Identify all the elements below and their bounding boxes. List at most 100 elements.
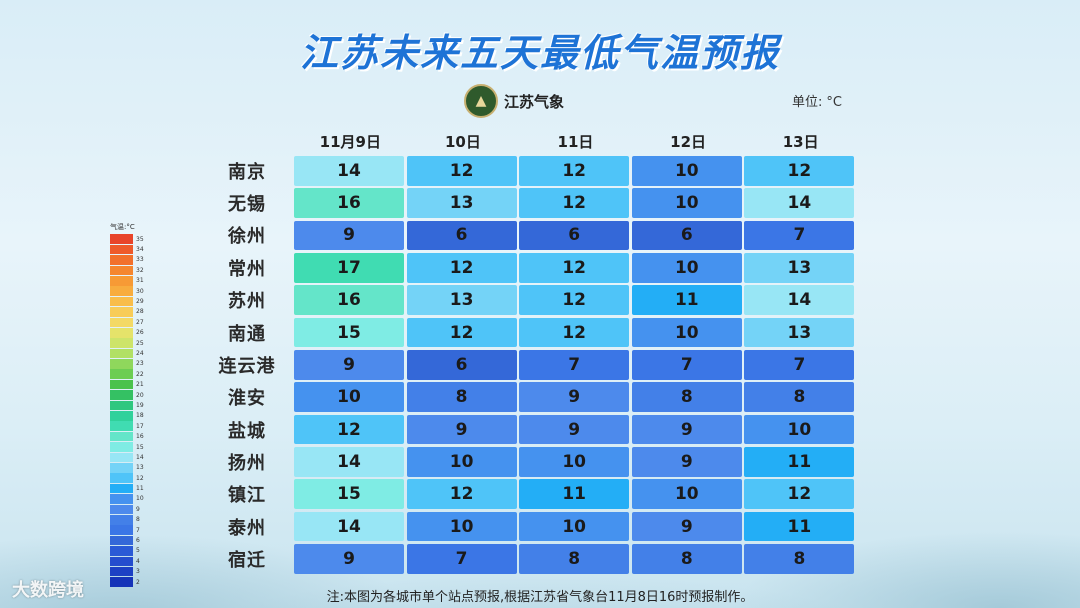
legend-item: 6 — [110, 535, 144, 546]
legend-swatch — [110, 411, 133, 421]
city-name: 常州 — [228, 258, 266, 280]
legend-swatch — [110, 307, 133, 317]
temperature-cell: 11 — [744, 447, 855, 477]
legend-swatch — [110, 442, 133, 452]
temperature-cell: 7 — [631, 350, 742, 380]
temperature-cell: 12 — [519, 285, 630, 315]
legend-label: 3 — [136, 568, 140, 576]
legend-label: 5 — [136, 547, 140, 555]
unit-caption: 单位: — [792, 95, 823, 110]
legend-label: 10 — [136, 495, 144, 503]
temperature-cell: 12 — [519, 188, 630, 218]
temperature-cell: 10 — [631, 479, 742, 510]
legend-swatch — [110, 327, 133, 338]
city-name: 扬州 — [228, 452, 266, 474]
legend-label: 4 — [136, 557, 140, 565]
legend-swatch — [110, 265, 133, 276]
table-row: 南通 15 12 12 10 13 — [200, 317, 857, 348]
legend-item: 2 — [110, 577, 144, 587]
legend-item: 21 — [110, 379, 144, 390]
temperature-cell: 10 — [631, 188, 742, 218]
table-row: 镇江 15 12 11 10 12 — [200, 479, 857, 510]
legend-item: 32 — [110, 265, 144, 276]
table-row: 连云港 9 6 7 7 7 — [200, 350, 857, 380]
temperature-cell: 6 — [631, 220, 742, 251]
legend-label: 19 — [136, 401, 144, 409]
legend-item: 19 — [110, 400, 144, 411]
legend-item: 8 — [110, 514, 144, 525]
temperature-cell: 15 — [294, 317, 404, 348]
legend-item: 3 — [110, 566, 144, 577]
legend-swatch — [110, 546, 133, 556]
temperature-cell: 11 — [519, 479, 630, 510]
legend-swatch — [110, 359, 133, 369]
legend-item: 31 — [110, 275, 144, 286]
temperature-cell: 12 — [406, 156, 517, 186]
legend-item: 22 — [110, 369, 144, 380]
legend-label: 2 — [136, 578, 140, 586]
temperature-cell: 10 — [519, 511, 630, 542]
temperature-cell: 11 — [631, 285, 742, 315]
legend-item: 33 — [110, 255, 144, 265]
temperature-cell: 13 — [744, 253, 855, 283]
temperature-cell: 9 — [631, 511, 742, 542]
legend-label: 21 — [136, 381, 144, 389]
color-legend: 气温:°C 35 34 33 32 31 30 29 28 27 26 25 24 23 22 21 20 19… — [110, 222, 144, 587]
forecast-table: 南京 14 12 12 10 12 无锡 16 13 12 10 14 徐州 9 6 6 6 7 常州 17 12 12 1… — [200, 156, 857, 576]
temperature-cell: 13 — [406, 285, 517, 315]
temperature-cell: 14 — [294, 511, 404, 542]
legend-label: 7 — [136, 526, 140, 534]
temperature-cell: 9 — [294, 220, 404, 251]
legend-item: 17 — [110, 421, 144, 432]
table-row: 常州 17 12 12 10 13 — [200, 253, 857, 283]
legend-swatch — [110, 566, 133, 577]
legend-label: 28 — [136, 308, 144, 316]
temperature-cell: 6 — [406, 350, 517, 380]
legend-item: 34 — [110, 244, 144, 255]
date-header: 11月9日 10日 11日 12日 13日 — [294, 131, 857, 152]
temperature-cell: 10 — [631, 253, 742, 283]
legend-label: 16 — [136, 433, 144, 441]
legend-item: 16 — [110, 431, 144, 442]
table-row: 淮安 10 8 9 8 8 — [200, 382, 857, 412]
city-name: 苏州 — [228, 291, 266, 313]
temperature-cell: 12 — [406, 253, 517, 283]
legend-swatch — [110, 255, 133, 265]
legend-swatch — [110, 234, 133, 244]
temperature-cell: 9 — [519, 382, 630, 412]
legend-item: 18 — [110, 411, 144, 421]
temperature-cell: 11 — [744, 511, 855, 542]
city-name: 镇江 — [228, 485, 266, 507]
table-row: 泰州 14 10 10 9 11 — [200, 511, 857, 542]
table-row: 宿迁 9 7 8 8 8 — [200, 544, 857, 574]
city-name: 盐城 — [228, 420, 266, 442]
legend-item: 30 — [110, 286, 144, 296]
temperature-cell: 12 — [744, 479, 855, 510]
temperature-cell: 8 — [519, 544, 630, 574]
temperature-cell: 9 — [631, 414, 742, 445]
table-row: 徐州 9 6 6 6 7 — [200, 220, 857, 251]
legend-item: 29 — [110, 296, 144, 307]
table-row: 南京 14 12 12 10 12 — [200, 156, 857, 186]
legend-swatch — [110, 504, 133, 515]
legend-swatch — [110, 369, 133, 380]
legend-swatch — [110, 390, 133, 400]
date-column-header: 10日 — [444, 133, 481, 151]
legend-item: 12 — [110, 473, 144, 483]
city-name: 连云港 — [218, 355, 276, 377]
temperature-cell: 10 — [406, 511, 517, 542]
temperature-cell: 6 — [406, 220, 517, 251]
legend-swatch — [110, 379, 133, 390]
legend-item: 14 — [110, 452, 144, 463]
temperature-cell: 12 — [406, 317, 517, 348]
legend-item: 4 — [110, 556, 144, 567]
temperature-cell: 8 — [744, 544, 855, 574]
legend-swatch — [110, 483, 133, 494]
legend-label: 29 — [136, 298, 144, 306]
legend-label: 34 — [136, 246, 144, 254]
page-title: 江苏未来五天最低气温预报 — [299, 31, 780, 75]
temperature-cell: 7 — [744, 350, 855, 380]
legend-item: 35 — [110, 234, 144, 244]
temperature-cell: 14 — [294, 156, 404, 186]
temperature-cell: 12 — [519, 317, 630, 348]
